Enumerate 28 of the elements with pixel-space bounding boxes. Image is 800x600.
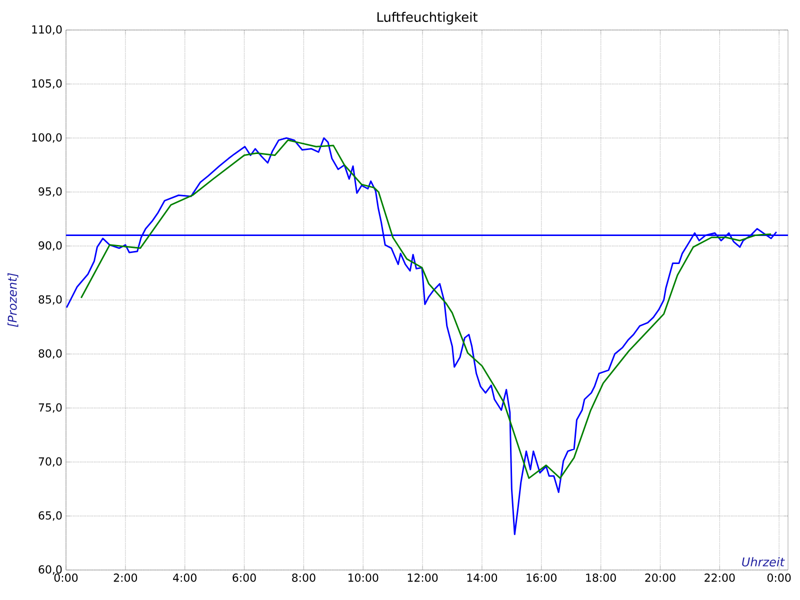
y-tick-label: 95,0 — [38, 187, 62, 197]
y-tick-label: 110,0 — [32, 25, 62, 35]
line-series — [80, 139, 772, 479]
x-tick-label: 10:00 — [348, 574, 378, 582]
x-tick-label: 6:00 — [232, 574, 256, 582]
x-tick-label: 20:00 — [645, 574, 676, 582]
x-tick-label: 18:00 — [586, 574, 616, 582]
x-tick-label: 14:00 — [467, 574, 498, 582]
y-tick-label: 75,0 — [38, 403, 62, 413]
y-tick-label: 70,0 — [38, 457, 62, 467]
x-tick-label: 22:00 — [704, 574, 735, 582]
y-tick-label: 80,0 — [38, 349, 62, 359]
y-tick-label: 65,0 — [38, 511, 62, 521]
x-tick-label: 4:00 — [173, 574, 196, 582]
x-tick-label: 12:00 — [408, 574, 438, 582]
y-tick-label: 85,0 — [38, 295, 62, 305]
x-tick-label: 16:00 — [526, 574, 556, 582]
chart-title: Luftfeuchtigkeit — [377, 12, 478, 24]
x-tick-label: 0:00 — [54, 574, 78, 582]
y-tick-label: 60,0 — [38, 565, 62, 575]
y-tick-label: 105,0 — [32, 79, 62, 89]
y-tick-label: 100,0 — [32, 133, 62, 143]
y-axis-title: [Prozent] — [8, 273, 18, 327]
x-tick-label: 8:00 — [292, 574, 316, 582]
x-tick-label: 0:00 — [767, 574, 791, 582]
y-tick-label: 90,0 — [38, 241, 62, 251]
x-tick-label: 2:00 — [114, 574, 138, 582]
x-axis-title: Uhrzeit — [742, 557, 785, 566]
